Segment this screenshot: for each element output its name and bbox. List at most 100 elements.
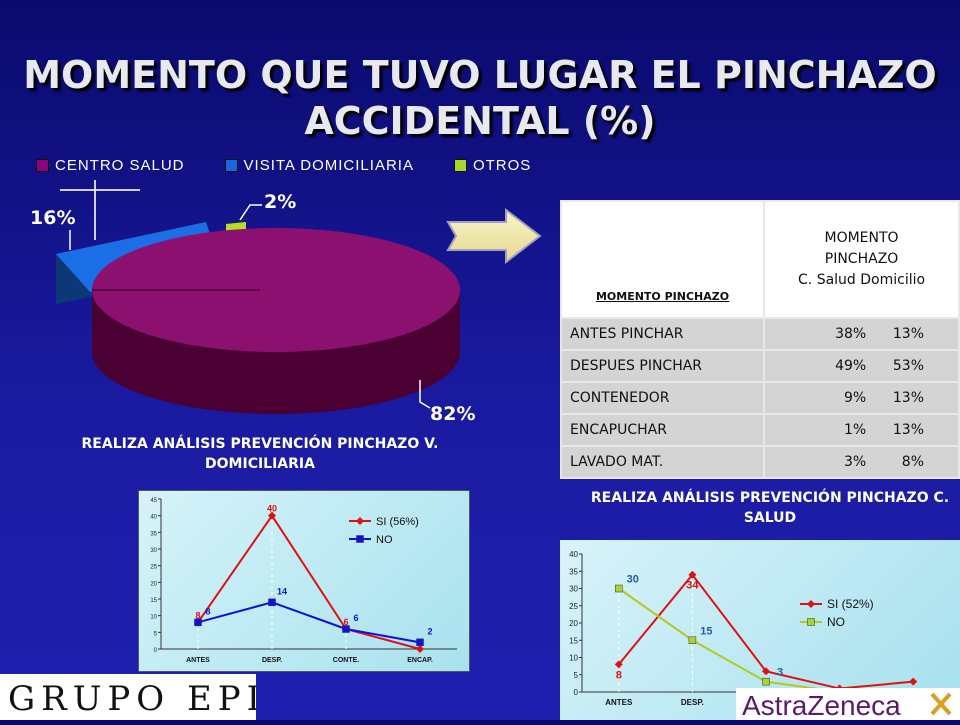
- legend-label: SI (56%): [376, 516, 419, 528]
- table-row-values: 3% 8%: [763, 445, 960, 479]
- x-tick-label: CONTE.: [333, 657, 360, 664]
- data-label: 40: [267, 504, 277, 514]
- legend-marker: [356, 535, 364, 543]
- line-chart-salud-svg: 0510152025303540ANTESDESP.83461330153SI …: [569, 550, 950, 707]
- astrazeneca-logo-text: AstraZeneca: [742, 690, 901, 720]
- astrazeneca-mark-icon: [930, 692, 952, 716]
- data-label: 8: [616, 669, 622, 681]
- table-row-values: 1% 13%: [763, 413, 960, 447]
- data-label: 8: [195, 610, 200, 620]
- table-header-left-text: MOMENTO PINCHAZO: [595, 290, 730, 303]
- table-row: ANTES PINCHAR 38% 13%: [559, 317, 960, 351]
- legend-swatch: [224, 158, 238, 172]
- y-tick-label: 5: [154, 631, 158, 637]
- legend-label: SI (52%): [827, 597, 874, 611]
- pie-leader-82: [419, 380, 431, 409]
- grupo-episteme-logo-text: GRUPO EPISTÉME: [8, 678, 256, 719]
- line-chart-domicilio: 0 5 10 15 20 25 30 35 40 45 ANTES DESP. CONTE. ENCAP.…: [138, 490, 470, 672]
- series-line: [197, 601, 421, 644]
- x-tick-label: ANTES: [186, 657, 210, 664]
- line-chart-domicilio-svg: 0 5 10 15 20 25 30 35 40 45 ANTES DESP. CONTE. ENCAP.…: [150, 498, 457, 664]
- y-tick-label: 0: [574, 688, 579, 697]
- table-header-right-line2: PINCHAZO: [824, 251, 899, 267]
- legend-marker: [807, 600, 815, 608]
- table-row-values: 9% 13%: [763, 381, 960, 415]
- table-header-row: MOMENTO PINCHAZO MOMENTO PINCHAZO C. Sal…: [559, 200, 960, 319]
- y-tick-label: 10: [569, 654, 578, 663]
- data-label: 3: [777, 667, 783, 679]
- table-row-label: LAVADO MAT.: [559, 445, 766, 479]
- y-tick-label: 15: [569, 636, 578, 645]
- table-header-right-line3: C. Salud Domicilio: [798, 272, 926, 288]
- legend-swatch: [36, 158, 49, 172]
- y-tick-label: 0: [154, 648, 158, 654]
- data-point: [416, 645, 424, 653]
- legend-item: CENTRO SALUD: [36, 157, 185, 174]
- table-row: CONTENEDOR 9% 13%: [559, 381, 960, 415]
- y-tick-label: 25: [569, 602, 578, 611]
- data-label: 34: [686, 580, 699, 592]
- data-label: 2: [427, 626, 432, 636]
- subtitle-salud: REALIZA ANÁLISIS PREVENCIÓN PINCHAZO C. …: [590, 490, 950, 526]
- table-header-left: MOMENTO PINCHAZO: [559, 200, 766, 319]
- table-row-values: 49% 53%: [763, 349, 960, 383]
- legend-label: NO: [376, 534, 393, 546]
- data-point: [615, 584, 623, 593]
- x-tick-label: DESP.: [262, 657, 282, 664]
- y-tick-label: 45: [150, 498, 157, 504]
- data-point: [194, 618, 202, 627]
- y-tick-label: 30: [569, 585, 578, 594]
- data-label: 6: [343, 617, 348, 627]
- legend-label: VISITA DOMICILIARIA: [243, 156, 414, 174]
- legend-marker: [356, 517, 364, 525]
- y-tick-label: 5: [574, 671, 579, 680]
- table-row: ENCAPUCHAR 1% 13%: [559, 413, 960, 447]
- data-label: 14: [277, 586, 287, 596]
- data-point: [614, 660, 623, 669]
- table-row-label: DESPUES PINCHAR: [559, 349, 766, 383]
- pie-legend: CENTRO SALUD VISITA DOMICILIARIA OTROS: [36, 155, 531, 175]
- y-tick-label: 20: [150, 581, 157, 587]
- data-label: 30: [627, 574, 639, 586]
- x-tick-label: ANTES: [605, 698, 633, 707]
- legend-marker: [807, 618, 815, 626]
- y-tick-label: 35: [150, 531, 157, 537]
- table-header-right-line1: MOMENTO: [824, 230, 899, 246]
- y-tick-label: 30: [150, 548, 157, 554]
- data-label: 6: [353, 613, 358, 623]
- data-point: [268, 511, 276, 520]
- data-point: [342, 625, 350, 633]
- data-label: 15: [700, 625, 712, 637]
- table-row-label: ANTES PINCHAR: [559, 317, 766, 351]
- pie-label-16: 16%: [30, 207, 75, 229]
- table-header-right: MOMENTO PINCHAZO C. Salud Domicilio: [763, 200, 960, 319]
- legend-label: OTROS: [472, 156, 532, 174]
- data-point: [762, 667, 770, 676]
- data-label: 8: [205, 606, 210, 616]
- arrow-right-icon: [446, 208, 542, 264]
- legend-item: VISITA DOMICILIARIA: [224, 156, 414, 174]
- y-tick-label: 40: [569, 550, 578, 559]
- x-tick-label: DESP.: [681, 698, 704, 707]
- series-line: [197, 513, 421, 650]
- subtitle-domicilio: REALIZA ANÁLISIS PREVENCIÓN PINCHAZO V. …: [81, 436, 439, 472]
- pie-slice-centro: [92, 228, 460, 414]
- data-point: [762, 677, 770, 686]
- data-point: [268, 598, 276, 607]
- pie-leader-2: [239, 204, 262, 221]
- x-tick-label: ENCAP.: [407, 657, 433, 664]
- legend-swatch: [453, 158, 467, 172]
- page-title: MOMENTO QUE TUVO LUGAR EL PINCHAZO ACCID…: [23, 53, 937, 143]
- data-point: [416, 638, 424, 647]
- table-row-label: CONTENEDOR: [559, 381, 766, 415]
- data-point: [909, 677, 918, 686]
- y-tick-label: 40: [150, 515, 157, 521]
- pie-label-2: 2%: [264, 191, 296, 213]
- data-table: MOMENTO PINCHAZO MOMENTO PINCHAZO C. Sal…: [559, 200, 960, 479]
- y-tick-label: 35: [569, 567, 578, 576]
- y-tick-label: 15: [150, 598, 157, 604]
- table-row: LAVADO MAT. 3% 8%: [559, 445, 960, 479]
- y-tick-label: 10: [150, 615, 157, 621]
- y-tick-label: 25: [150, 565, 157, 571]
- y-tick-label: 20: [569, 619, 578, 628]
